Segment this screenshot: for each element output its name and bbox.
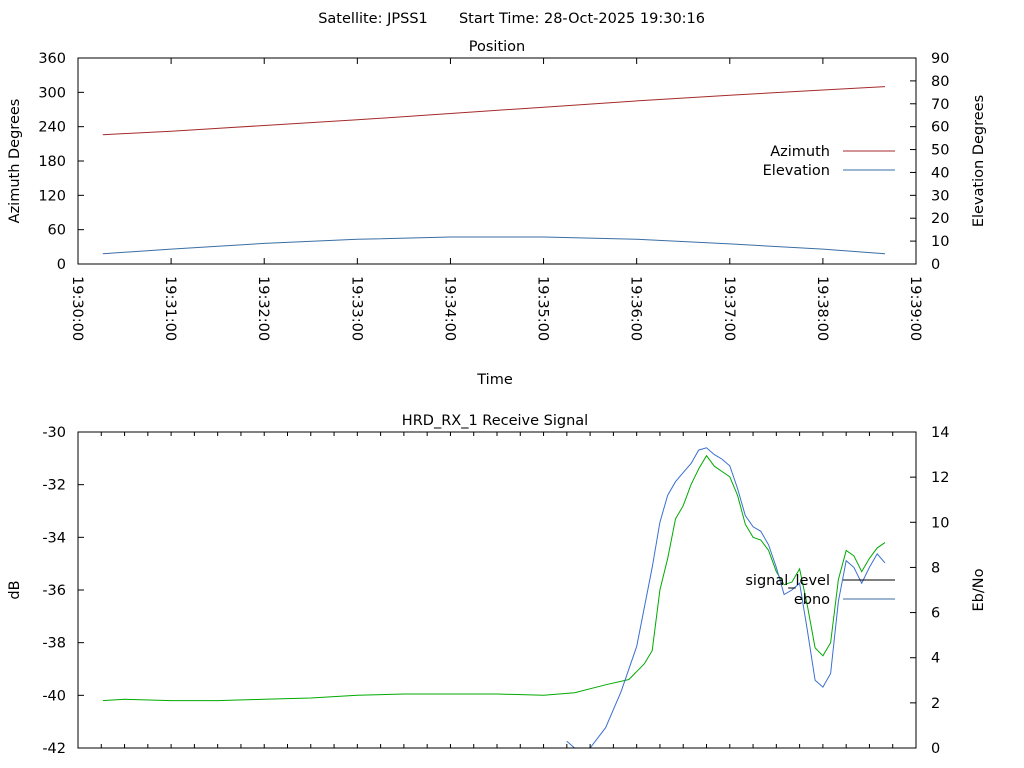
signal-ytick-label: -32 (42, 478, 66, 494)
position-xtick-label: 19:37:00 (721, 276, 737, 341)
position-chart: Position 0 60 120 180 240 300 360 0 10 20 30 40 50 60… (7, 39, 987, 388)
satellite-label: Satellite: JPSS1 (318, 11, 428, 27)
position-y2tick-label: 30 (931, 188, 949, 204)
position-legend: Azimuth Elevation (763, 144, 895, 179)
position-ytick-label: 360 (38, 51, 66, 67)
position-chart-title: Position (469, 39, 525, 55)
position-ytick-label: 0 (57, 257, 66, 273)
signal-ytick-label: -30 (42, 425, 66, 441)
signal-ebno-line (566, 447, 886, 749)
position-y2tick-label: 20 (931, 211, 949, 227)
signal-series (102, 447, 886, 749)
signal-ytick-label: -34 (42, 530, 66, 546)
position-series (102, 86, 886, 255)
position-xlabel: Time (476, 372, 513, 388)
signal-ytick-label: -40 (42, 688, 66, 704)
signal-y2label: Eb/No (971, 568, 987, 611)
signal-legend: signal_level ebno (745, 573, 895, 608)
signal-chart-title: HRD_RX_1 Receive Signal (402, 413, 588, 429)
position-xtick-label: 19:34:00 (441, 276, 457, 341)
signal-y2tick-label: 10 (931, 515, 949, 531)
position-xtick-label: 19:31:00 (162, 276, 178, 341)
signal-y2tick-label: 6 (931, 606, 940, 622)
signal-chart: HRD_RX_1 Receive Signal -42-40-38-36-34-… (7, 413, 987, 757)
position-ytick-label: 240 (38, 120, 66, 136)
signal-y2tick-label: 14 (931, 425, 949, 441)
position-y2tick-label: 50 (931, 143, 949, 159)
signal-ylabel: dB (7, 580, 23, 599)
position-y2tick-label: 80 (931, 74, 949, 90)
position-y2label: Elevation Degrees (971, 95, 987, 227)
position-elevation-line (102, 236, 886, 255)
position-xtick-label: 19:39:00 (907, 276, 923, 341)
signal-ytick-label: -38 (42, 636, 66, 652)
position-y2tick-label: 40 (931, 165, 949, 181)
legend-elevation-label: Elevation (763, 163, 830, 179)
position-ytick-label: 120 (38, 188, 66, 204)
signal-ytick-label: -42 (42, 741, 66, 757)
position-y2tick-label: 70 (931, 97, 949, 113)
position-ytick-label: 60 (48, 223, 66, 239)
signal-y2tick-label: 0 (931, 741, 940, 757)
position-azimuth-line (102, 86, 886, 136)
position-y2tick-label: 0 (931, 257, 940, 273)
position-y2tick-label: 90 (931, 51, 949, 67)
signal-y2tick-label: 12 (931, 470, 949, 486)
position-xtick-label: 19:38:00 (814, 276, 830, 341)
position-xtick-label: 19:30:00 (69, 276, 85, 341)
signal-y2tick-label: 8 (931, 560, 940, 576)
position-xtick-label: 19:32:00 (255, 276, 271, 341)
position-ytick-label: 300 (38, 85, 66, 101)
signal-y2tick-label: 4 (931, 651, 940, 667)
position-plot-frame (77, 57, 917, 265)
position-xtick-label: 19:36:00 (628, 276, 644, 341)
signal-y2tick-label: 2 (931, 696, 940, 712)
signal-ytick-label: -36 (42, 583, 66, 599)
position-y2tick-label: 60 (931, 120, 949, 136)
position-ylabel: Azimuth Degrees (7, 99, 23, 224)
legend-azimuth-label: Azimuth (770, 144, 830, 160)
legend-ebno-label: ebno (794, 592, 830, 608)
legend-signal-level-label: signal_level (745, 573, 830, 589)
start-time-label: Start Time: 28-Oct-2025 19:30:16 (459, 11, 705, 27)
position-axes: 0 60 120 180 240 300 360 0 10 20 30 40 50 60 70 80 90 19:… (38, 51, 949, 341)
position-ytick-label: 180 (38, 154, 66, 170)
position-xtick-label: 19:35:00 (535, 276, 551, 341)
position-xtick-label: 19:33:00 (348, 276, 364, 341)
signal-signal-level-line (102, 454, 886, 702)
signal-axes: -42 -40 -38 -36 -34 -32 -30 0 2 4 6 8 10 12 14 (42, 425, 949, 757)
position-y2tick-label: 10 (931, 234, 949, 250)
